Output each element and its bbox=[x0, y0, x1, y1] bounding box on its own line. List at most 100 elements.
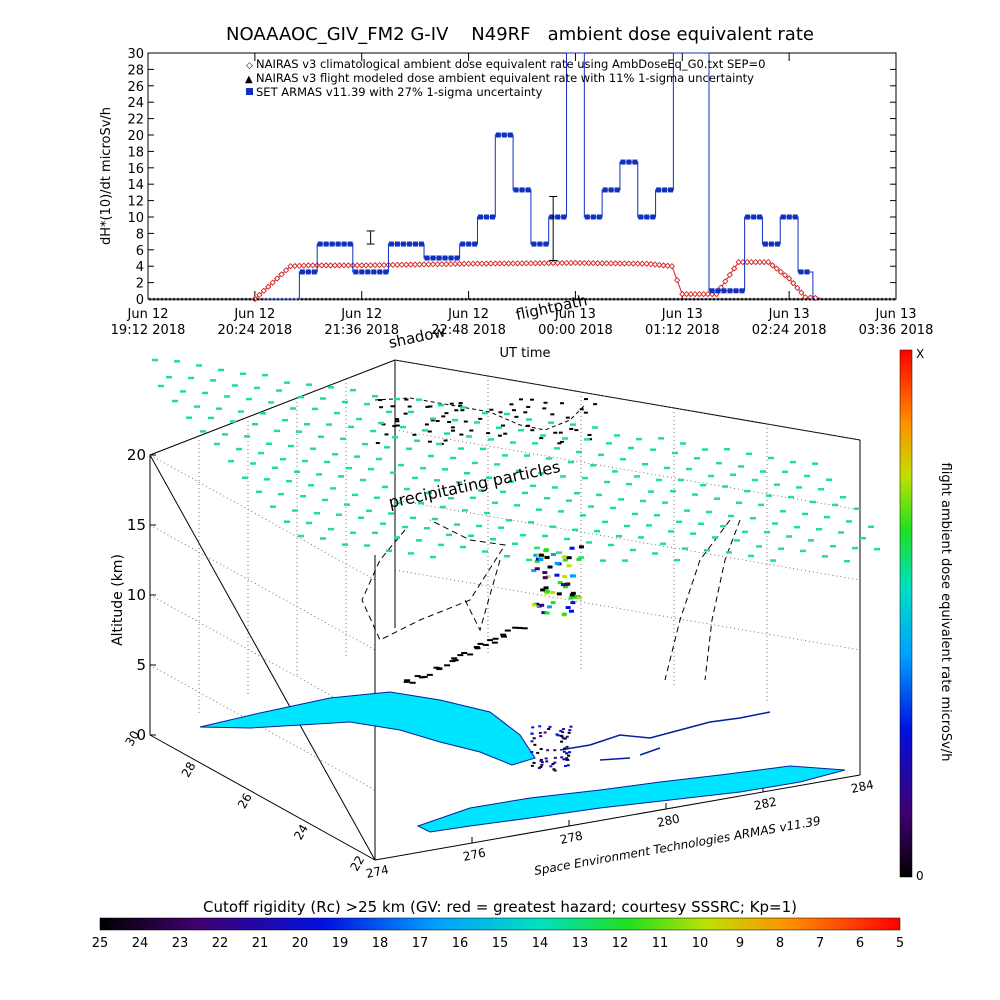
flight-point bbox=[516, 626, 523, 629]
particle-marker bbox=[664, 466, 670, 470]
flight-modeled-point bbox=[540, 297, 544, 301]
climatological-point bbox=[765, 258, 772, 266]
particle-marker bbox=[548, 421, 554, 424]
particle-marker bbox=[800, 549, 806, 553]
flight-point bbox=[474, 647, 481, 650]
label-precipitating-particles: precipitating particles bbox=[387, 457, 562, 512]
particle-marker bbox=[734, 539, 740, 542]
particle-marker bbox=[656, 478, 662, 482]
flight-point bbox=[573, 595, 579, 599]
flight-point bbox=[565, 745, 569, 748]
flight-modeled-point bbox=[884, 297, 888, 301]
x-tick-label-time: 19:12 2018 bbox=[111, 323, 186, 338]
y-tick-label: 12 bbox=[127, 195, 144, 210]
climatological-point bbox=[691, 290, 699, 298]
right-colorbar-gradient bbox=[899, 349, 913, 878]
flight-point bbox=[562, 585, 568, 589]
climatological-point bbox=[363, 262, 370, 269]
colorbar-tick-label: 5 bbox=[896, 936, 904, 951]
flight-point bbox=[504, 629, 511, 632]
climatological-point bbox=[773, 265, 780, 272]
particle-marker bbox=[188, 376, 194, 380]
flight-modeled-point bbox=[792, 297, 796, 301]
flight-point bbox=[534, 567, 540, 571]
armas-point bbox=[543, 241, 549, 247]
colorbar-tick-label: 15 bbox=[492, 936, 509, 951]
particle-marker bbox=[830, 544, 836, 548]
longitude-tick-label: 278 bbox=[559, 828, 584, 846]
map-cuba bbox=[416, 765, 846, 833]
particle-marker bbox=[166, 375, 172, 379]
particle-marker bbox=[432, 517, 438, 521]
climatological-point bbox=[744, 258, 751, 266]
flight-point bbox=[565, 757, 569, 760]
particle-marker bbox=[208, 416, 214, 420]
flight-modeled-point bbox=[844, 297, 848, 301]
flight-point bbox=[561, 731, 565, 734]
flight-modeled-point bbox=[736, 297, 740, 301]
particle-marker bbox=[672, 451, 678, 455]
particle-marker bbox=[756, 545, 762, 548]
particle-marker bbox=[640, 499, 646, 503]
armas-point bbox=[656, 187, 662, 193]
flight-point bbox=[404, 679, 411, 682]
armas-point bbox=[299, 269, 305, 275]
climatological-point bbox=[581, 259, 588, 267]
particle-marker bbox=[576, 450, 582, 454]
particle-marker bbox=[704, 549, 710, 552]
flight-modeled-point bbox=[548, 297, 552, 301]
particle-marker bbox=[342, 543, 348, 546]
climatological-point bbox=[443, 260, 450, 268]
particle-marker bbox=[316, 473, 322, 476]
particle-marker bbox=[676, 520, 682, 524]
particle-marker bbox=[424, 527, 430, 530]
flight-modeled-point bbox=[880, 297, 884, 301]
armas-point bbox=[768, 241, 774, 247]
particle-marker bbox=[158, 384, 164, 388]
flight-modeled-point bbox=[892, 297, 896, 301]
particle-marker bbox=[510, 441, 516, 444]
flight-point bbox=[564, 765, 568, 768]
armas-point bbox=[662, 187, 668, 193]
climatological-point bbox=[558, 259, 566, 267]
flight-modeled-point bbox=[180, 297, 184, 301]
particle-marker bbox=[622, 559, 628, 562]
climatological-point bbox=[656, 261, 663, 269]
flight-modeled-point bbox=[620, 297, 624, 301]
climatological-point bbox=[407, 261, 414, 268]
particle-marker bbox=[360, 478, 366, 482]
armas-point bbox=[780, 214, 786, 220]
particle-marker bbox=[838, 531, 844, 534]
colorbar-tick-label: 18 bbox=[372, 936, 389, 951]
flight-point bbox=[409, 681, 416, 684]
climatological-point bbox=[469, 260, 477, 267]
climatological-point bbox=[798, 289, 805, 296]
3d-latitude-ticks: 30 28 26 24 22 bbox=[122, 728, 367, 873]
flight-modeled-point bbox=[776, 297, 780, 301]
flight-modeled-point bbox=[148, 297, 152, 301]
flight-modeled-point bbox=[748, 297, 752, 301]
climatological-point bbox=[673, 277, 681, 284]
flight-point bbox=[539, 765, 543, 768]
particle-marker bbox=[586, 541, 592, 544]
particle-marker bbox=[626, 482, 632, 486]
colorbar-tick-label: 22 bbox=[212, 936, 229, 951]
shadow-point bbox=[593, 403, 598, 406]
particle-marker bbox=[764, 530, 770, 534]
armas-point bbox=[442, 255, 448, 261]
y-tick-label: 22 bbox=[127, 113, 144, 128]
flight-point bbox=[449, 660, 456, 663]
precipitating-particle-markers bbox=[152, 358, 880, 563]
climatological-point bbox=[420, 261, 428, 268]
flight-point bbox=[403, 680, 410, 683]
flight-point bbox=[547, 565, 553, 569]
right-colorbar-top-label: X bbox=[916, 347, 924, 361]
particle-marker bbox=[558, 510, 564, 513]
altitude-tick-label: 0 bbox=[136, 726, 146, 744]
latitude-tick-label: 28 bbox=[179, 760, 199, 780]
climatological-point bbox=[794, 284, 801, 292]
y-tick-label: 16 bbox=[127, 162, 144, 177]
flight-point bbox=[562, 728, 566, 731]
